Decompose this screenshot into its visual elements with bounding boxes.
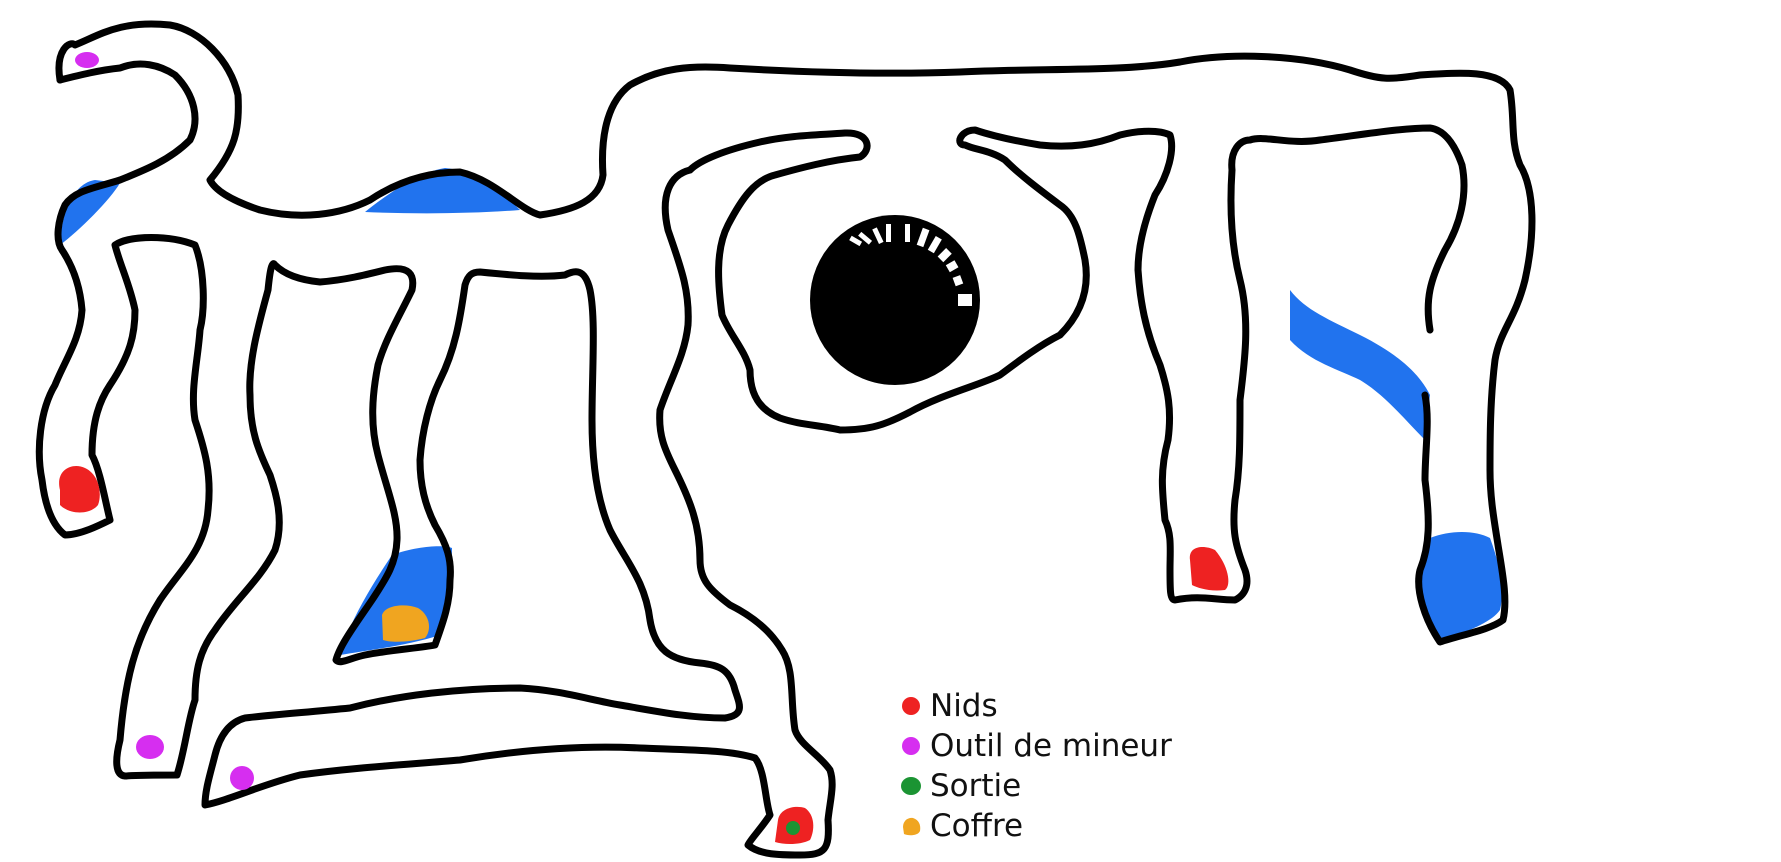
green-dot-icon	[901, 777, 921, 795]
legend-item-nids: Nids	[900, 686, 1172, 726]
tunnel-top-left-outer	[55, 20, 1536, 646]
nest-marker	[59, 466, 100, 513]
miner-tool-marker	[136, 735, 164, 759]
chest-marker	[382, 605, 430, 642]
legend-label: Sortie	[930, 768, 1022, 804]
miner-tool-marker	[230, 766, 254, 790]
legend-label: Outil de mineur	[930, 728, 1172, 764]
map-markers	[59, 52, 1229, 845]
red-dot-icon	[902, 697, 920, 715]
tunnel-top-left-inner	[35, 60, 836, 859]
legend-item-sortie: Sortie	[900, 766, 1172, 806]
water-channel-right	[1290, 290, 1430, 440]
water-pool-right	[1418, 532, 1502, 642]
exit-marker	[786, 821, 800, 835]
tunnel-walls	[35, 20, 1536, 859]
pit-ladder	[849, 224, 972, 306]
legend-item-outil: Outil de mineur	[900, 726, 1172, 766]
miner-tool-marker	[75, 52, 99, 68]
central-pit	[810, 215, 980, 385]
legend-label: Coffre	[930, 808, 1024, 844]
water-areas	[60, 168, 1502, 655]
water-pool-top	[365, 168, 520, 214]
map-legend: Nids Outil de mineur Sortie Coffre	[900, 686, 1172, 846]
orange-blob-icon	[903, 817, 921, 836]
tunnel-central-ring-outer	[686, 124, 1468, 604]
legend-item-coffre: Coffre	[900, 806, 1172, 846]
magenta-dot-icon	[902, 737, 920, 755]
legend-label: Nids	[930, 688, 998, 724]
nest-marker	[1189, 547, 1229, 591]
